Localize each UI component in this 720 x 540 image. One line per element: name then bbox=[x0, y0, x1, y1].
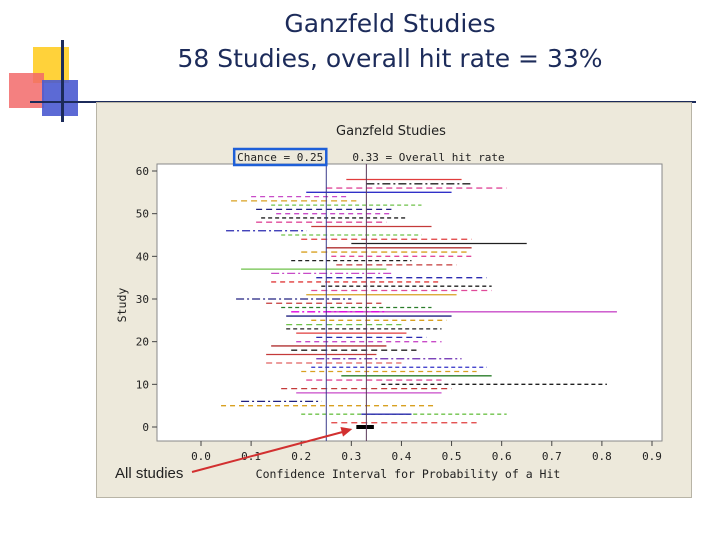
annotation-group bbox=[191, 427, 353, 473]
x-tick-label: 0.3 bbox=[341, 450, 361, 463]
chart-title: Ganzfeld Studies bbox=[336, 124, 446, 139]
y-tick-label: 20 bbox=[136, 336, 149, 349]
arrow-head bbox=[340, 427, 353, 437]
arrow-shaft bbox=[191, 430, 347, 473]
y-tick-label: 40 bbox=[136, 250, 149, 263]
x-tick-label: 0.8 bbox=[592, 450, 612, 463]
y-tick-label: 60 bbox=[136, 165, 149, 178]
reference-group: Chance = 0.25 0.33 = Overall hit rate bbox=[232, 147, 505, 441]
slide-title-line-2: 58 Studies, overall hit rate = 33% bbox=[177, 44, 603, 73]
chance-label-box bbox=[232, 147, 328, 167]
decor-vertical-line bbox=[61, 40, 64, 122]
reference-label: 0.33 = Overall hit rate bbox=[352, 151, 504, 164]
y-axis-label: Study bbox=[115, 288, 129, 323]
x-tick-label: 0.4 bbox=[392, 450, 412, 463]
x-axis-label: Confidence Interval for Probability of a… bbox=[256, 467, 561, 481]
all-studies-label: All studies bbox=[115, 465, 184, 482]
plot-area bbox=[156, 163, 663, 442]
interval-group bbox=[221, 178, 617, 429]
axis-group: 0.00.10.20.30.40.50.60.70.80.90102030405… bbox=[136, 165, 662, 463]
reference-label: Chance = 0.25 bbox=[237, 151, 323, 164]
slide-title: Ganzfeld Studies 58 Studies, overall hit… bbox=[100, 6, 680, 76]
decor-blue-square bbox=[42, 80, 78, 116]
x-tick-label: 0.5 bbox=[442, 450, 462, 463]
x-tick-label: 0.7 bbox=[542, 450, 562, 463]
y-tick-label: 30 bbox=[136, 293, 149, 306]
y-tick-label: 10 bbox=[136, 378, 149, 391]
x-tick-label: 0.6 bbox=[492, 450, 512, 463]
x-tick-label: 0.0 bbox=[191, 450, 211, 463]
y-tick-label: 0 bbox=[142, 421, 149, 434]
x-tick-label: 0.2 bbox=[291, 450, 311, 463]
slide-title-line-1: Ganzfeld Studies bbox=[284, 9, 496, 38]
x-tick-label: 0.9 bbox=[642, 450, 662, 463]
y-tick-label: 50 bbox=[136, 208, 149, 221]
